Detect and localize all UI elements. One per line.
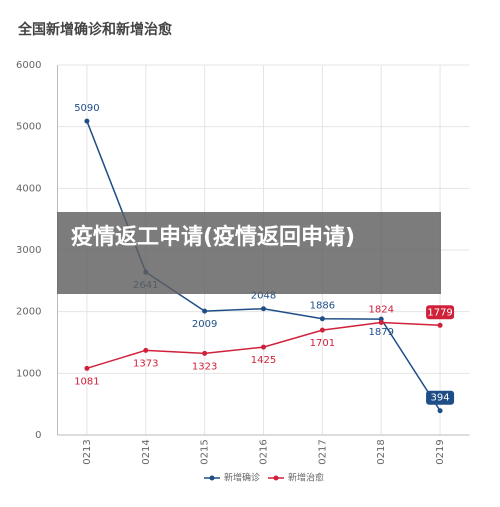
value-label: 5090 (74, 103, 99, 114)
value-label: 394 (431, 393, 450, 404)
x-tick-label: 0215 (200, 439, 211, 464)
x-tick-label: 0216 (259, 439, 270, 464)
y-tick-label: 2000 (16, 307, 41, 318)
point (143, 347, 149, 353)
legend-label: 新增治愈 (288, 472, 324, 484)
point (378, 320, 384, 326)
y-tick-label: 5000 (16, 122, 41, 133)
point (261, 306, 266, 312)
point (319, 327, 325, 333)
value-label: 1879 (368, 327, 393, 338)
value-label: 2048 (251, 291, 276, 302)
point (437, 408, 443, 414)
point (84, 118, 90, 124)
y-tick-label: 6000 (16, 60, 41, 71)
value-label: 1701 (310, 338, 335, 349)
x-tick-label: 0217 (317, 439, 328, 464)
value-label: 1323 (192, 361, 217, 372)
value-label: 1081 (74, 376, 99, 387)
value-label: 1373 (133, 358, 158, 369)
point (202, 308, 208, 314)
legend-swatch-dot (273, 475, 279, 481)
value-label: 1886 (310, 301, 335, 312)
point (202, 350, 208, 356)
x-tick-label: 0219 (435, 439, 446, 464)
value-label-box (426, 305, 455, 320)
point (261, 344, 266, 350)
legend-swatch-dot (209, 475, 215, 481)
point (319, 316, 325, 322)
value-label: 1779 (427, 307, 452, 318)
value-label: 1824 (368, 305, 393, 316)
point (84, 365, 90, 371)
value-label: 1425 (251, 355, 276, 366)
x-tick-label: 0214 (141, 439, 152, 464)
x-tick-label: 0213 (82, 439, 93, 464)
value-label: 2009 (192, 319, 217, 330)
overlay-banner: 疫情返工申请(疫情返回申请) (57, 212, 441, 294)
y-tick-label: 0 (35, 430, 41, 441)
legend-label: 新增确诊 (224, 472, 260, 484)
y-tick-label: 4000 (16, 183, 41, 194)
y-tick-label: 1000 (16, 368, 41, 379)
x-tick-label: 0218 (376, 439, 387, 464)
y-tick-label: 3000 (16, 245, 41, 256)
chart-title: 全国新增确诊和新增治愈 (17, 21, 173, 38)
value-label-box (426, 390, 455, 405)
point (437, 322, 443, 328)
